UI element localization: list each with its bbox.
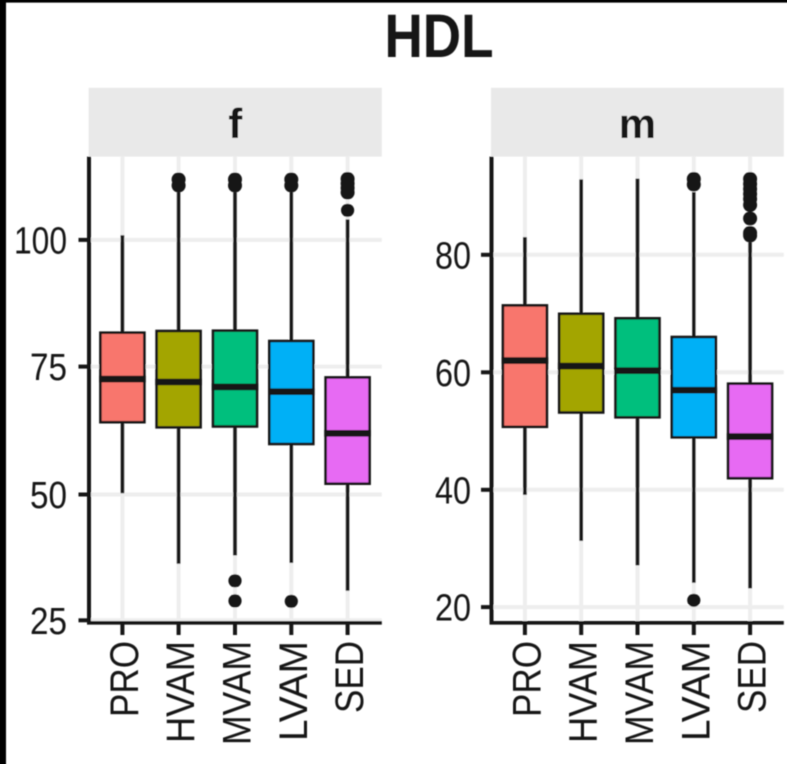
svg-text:75: 75 bbox=[30, 347, 67, 389]
svg-text:f: f bbox=[228, 100, 243, 147]
svg-text:SED: SED bbox=[731, 641, 775, 713]
svg-text:PRO: PRO bbox=[505, 641, 549, 717]
svg-text:SED: SED bbox=[328, 641, 372, 713]
svg-text:PRO: PRO bbox=[103, 641, 147, 717]
svg-text:LVAM: LVAM bbox=[272, 641, 316, 741]
svg-text:60: 60 bbox=[435, 353, 471, 395]
svg-text:HVAM: HVAM bbox=[159, 641, 203, 743]
svg-text:HDL: HDL bbox=[385, 2, 494, 70]
svg-text:40: 40 bbox=[435, 470, 471, 512]
svg-text:MVAM: MVAM bbox=[216, 641, 260, 745]
svg-text:LVAM: LVAM bbox=[674, 641, 718, 741]
svg-text:80: 80 bbox=[435, 235, 471, 277]
svg-text:HVAM: HVAM bbox=[562, 641, 606, 743]
svg-text:20: 20 bbox=[435, 588, 471, 630]
svg-text:100: 100 bbox=[14, 220, 67, 262]
svg-text:25: 25 bbox=[30, 601, 67, 643]
svg-text:MVAM: MVAM bbox=[618, 641, 662, 745]
svg-text:50: 50 bbox=[30, 475, 67, 517]
svg-text:m: m bbox=[619, 100, 656, 147]
